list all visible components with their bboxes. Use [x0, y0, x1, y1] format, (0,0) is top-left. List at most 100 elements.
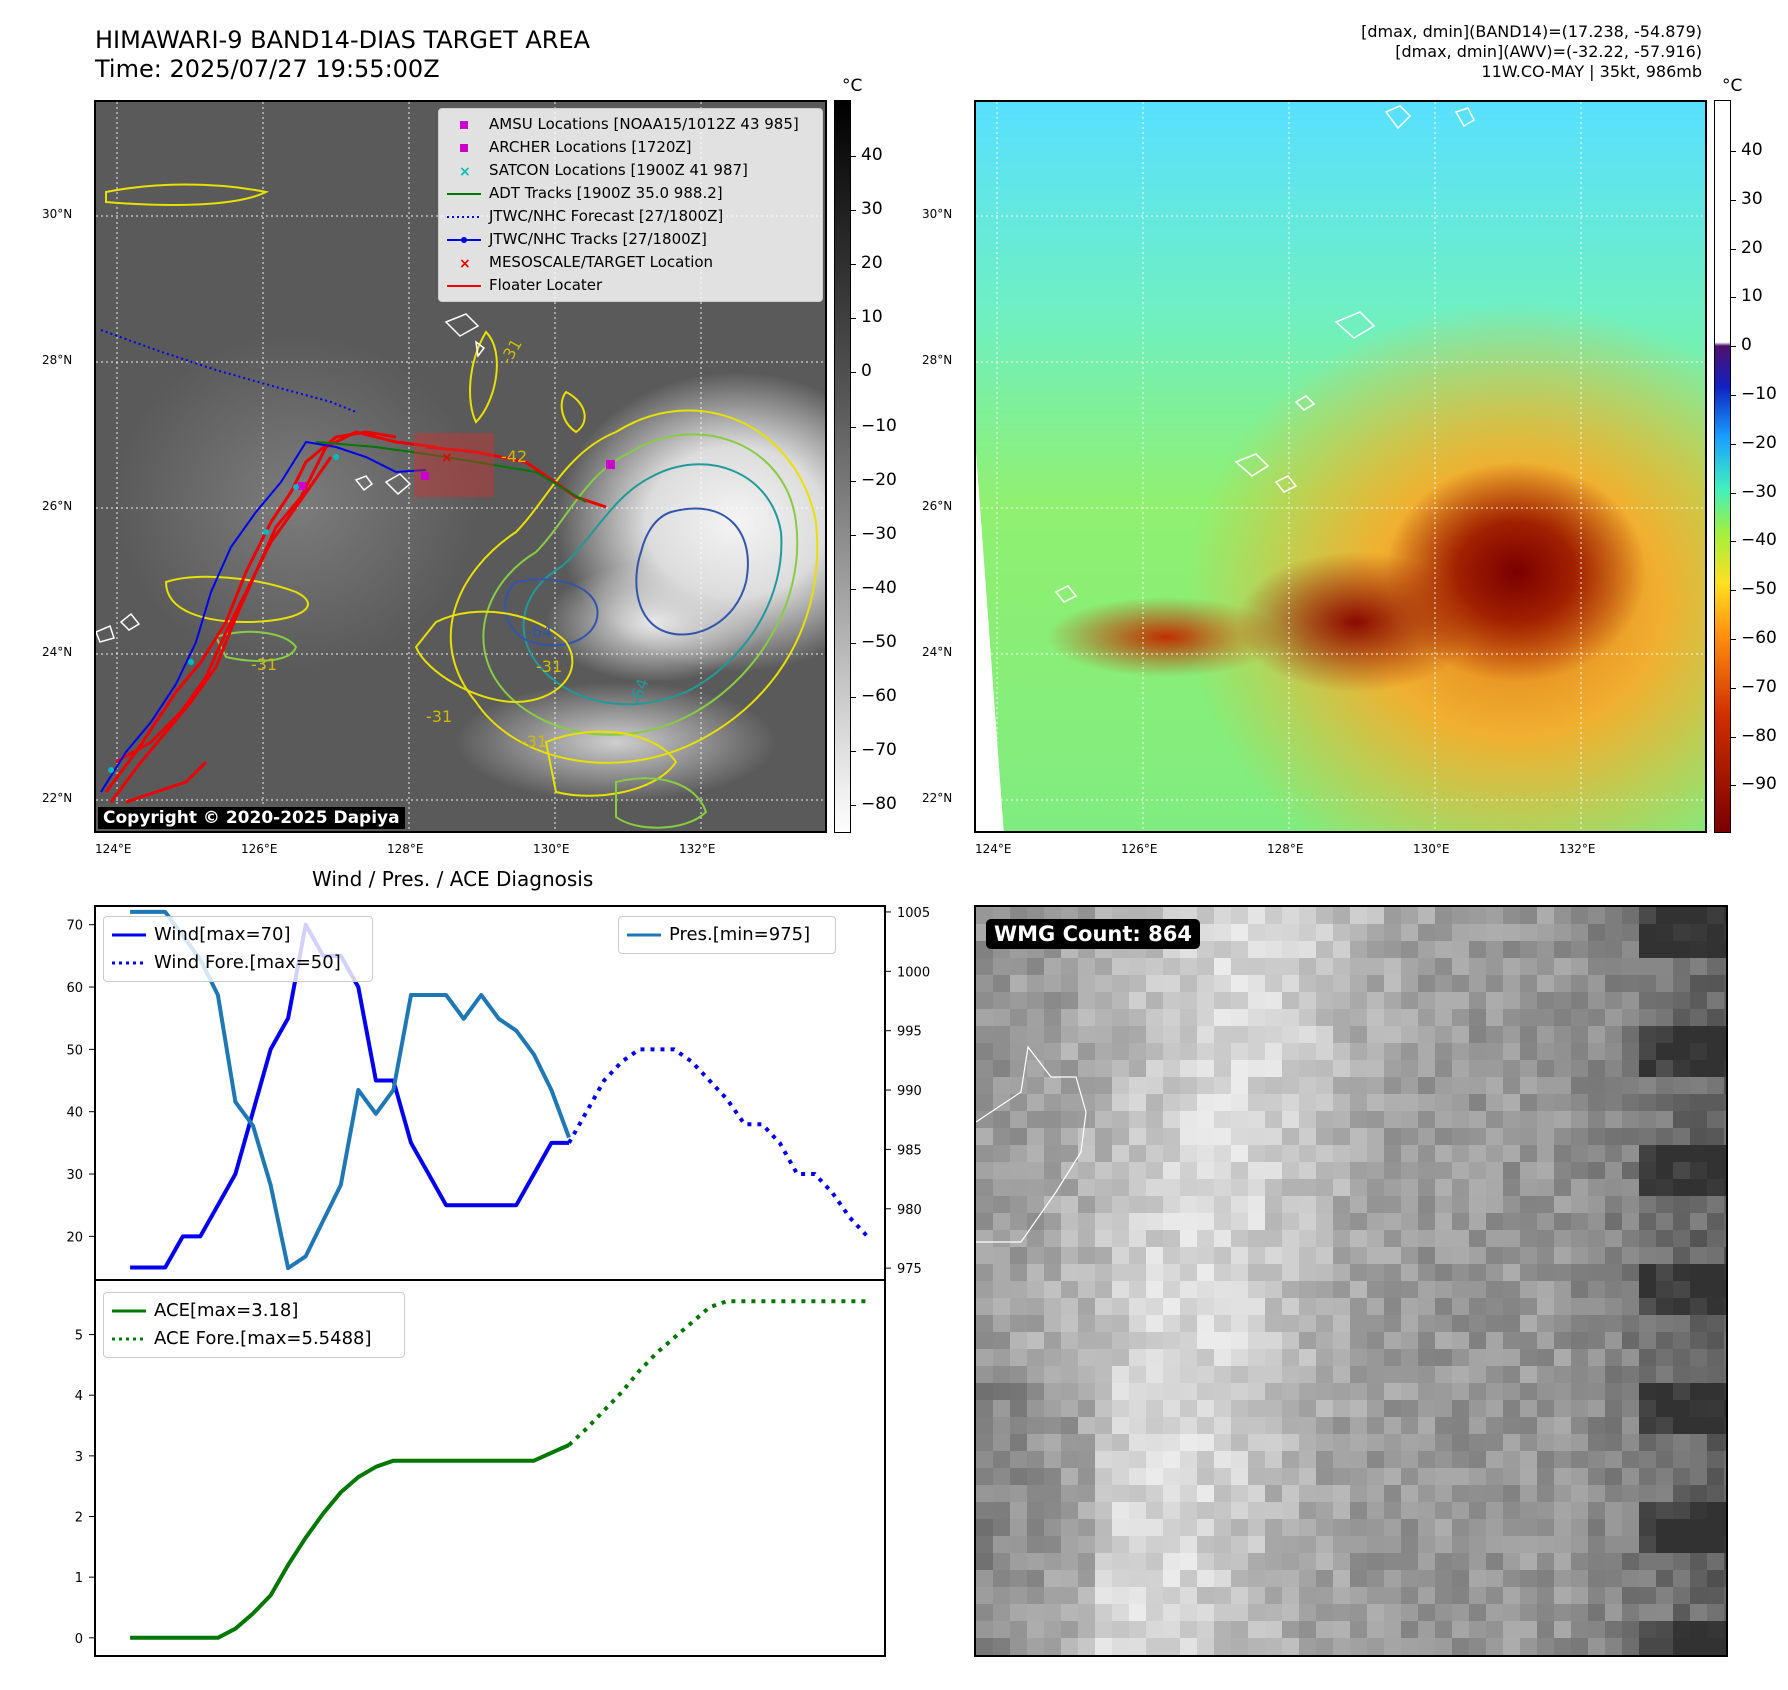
wmg-pixel — [1197, 1111, 1214, 1128]
stats-line2: [dmax, dmin](AWV)=(-32.22, -57.916) — [1395, 42, 1702, 61]
wmg-pixel — [1571, 1060, 1588, 1077]
wmg-pixel — [1265, 1162, 1282, 1179]
wmg-pixel — [1588, 1502, 1605, 1519]
wmg-pixel — [1520, 958, 1537, 975]
wmg-pixel — [1622, 958, 1639, 975]
wmg-pixel — [1690, 1145, 1707, 1162]
wmg-pixel — [1010, 1026, 1027, 1043]
wmg-pixel — [1180, 975, 1197, 992]
wmg-pixel — [976, 1332, 993, 1349]
wmg-pixel — [1010, 1366, 1027, 1383]
wmg-pixel — [1452, 1264, 1469, 1281]
wmg-pixel — [1214, 975, 1231, 992]
wmg-pixel — [1146, 1213, 1163, 1230]
wmg-pixel — [1452, 1366, 1469, 1383]
wmg-pixel — [1588, 1298, 1605, 1315]
wmg-pixel — [1265, 1332, 1282, 1349]
wmg-pixel — [1384, 1315, 1401, 1332]
wmg-pixel — [1605, 1417, 1622, 1434]
wmg-pixel — [1452, 958, 1469, 975]
wmg-pixel — [1061, 1009, 1078, 1026]
wmg-pixel — [1452, 924, 1469, 941]
wmg-pixel — [1605, 1315, 1622, 1332]
wmg-pixel — [1163, 1077, 1180, 1094]
wmg-pixel — [1384, 1111, 1401, 1128]
wmg-pixel — [1214, 1196, 1231, 1213]
wmg-pixel — [1231, 941, 1248, 958]
wmg-pixel — [1486, 1094, 1503, 1111]
wmg-pixel — [1656, 1179, 1673, 1196]
wmg-pixel — [1044, 1196, 1061, 1213]
wmg-pixel — [1350, 1468, 1367, 1485]
wmg-pixel — [1486, 1417, 1503, 1434]
wmg-pixel — [976, 1196, 993, 1213]
wmg-pixel — [1367, 1230, 1384, 1247]
wmg-pixel — [1401, 1247, 1418, 1264]
cbar-tick-mark — [1731, 248, 1736, 250]
wmg-pixel — [1027, 1315, 1044, 1332]
wmg-pixel — [1673, 1026, 1690, 1043]
wmg-pixel — [1095, 1502, 1112, 1519]
wmg-pixel — [1248, 1264, 1265, 1281]
wmg-pixel — [1231, 1366, 1248, 1383]
wmg-pixel — [1010, 1094, 1027, 1111]
wmg-pixel — [1690, 1400, 1707, 1417]
wmg-pixel — [1163, 1196, 1180, 1213]
wmg-pixel — [1299, 1009, 1316, 1026]
wmg-pixel — [1044, 1111, 1061, 1128]
wmg-pixel — [1146, 1502, 1163, 1519]
wmg-pixel — [1435, 975, 1452, 992]
wmg-pixel — [1333, 1468, 1350, 1485]
wmg-pixel — [1214, 992, 1231, 1009]
wmg-pixel — [1078, 1349, 1095, 1366]
wmg-pixel — [1435, 1247, 1452, 1264]
wmg-pixel — [1707, 1332, 1724, 1349]
wmg-pixel — [1350, 1026, 1367, 1043]
wmg-pixel — [1316, 992, 1333, 1009]
wmg-pixel — [1265, 1043, 1282, 1060]
wmg-pixel — [1044, 1366, 1061, 1383]
wmg-pixel — [1282, 1009, 1299, 1026]
wmg-pixel — [1095, 1145, 1112, 1162]
wmg-pixel — [1639, 992, 1656, 1009]
wmg-pixel — [1010, 1213, 1027, 1230]
wmg-pixel — [1622, 1485, 1639, 1502]
wmg-pixel — [993, 1247, 1010, 1264]
wmg-pixel — [1163, 1451, 1180, 1468]
wmg-pixel — [1724, 992, 1726, 1009]
wmg-pixel — [1554, 1128, 1571, 1145]
wmg-pixel — [1333, 1060, 1350, 1077]
wmg-pixel — [1231, 1179, 1248, 1196]
wmg-pixel — [1435, 1043, 1452, 1060]
cbar-tick-mark — [851, 642, 856, 644]
wmg-pixel — [1027, 1349, 1044, 1366]
wmg-pixel — [1010, 1145, 1027, 1162]
wmg-pixel — [1248, 992, 1265, 1009]
wmg-pixel — [1605, 975, 1622, 992]
wmg-pixel — [1452, 1094, 1469, 1111]
wmg-pixel — [1282, 1111, 1299, 1128]
wmg-pixel — [1673, 1451, 1690, 1468]
wmg-pixel — [1350, 1349, 1367, 1366]
legend-label: ADT Tracks [1900Z 35.0 988.2] — [489, 184, 723, 202]
wmg-pixel — [993, 1383, 1010, 1400]
wmg-pixel — [1316, 1502, 1333, 1519]
wmg-pixel — [1248, 1009, 1265, 1026]
wmg-pixel — [1316, 1332, 1333, 1349]
legend-label: JTWC/NHC Forecast [27/1800Z] — [489, 207, 724, 225]
wmg-pixel — [1401, 1043, 1418, 1060]
cbar-tick-mark — [1731, 687, 1736, 689]
wmg-pixel — [1401, 1315, 1418, 1332]
wmg-pixel — [1418, 1332, 1435, 1349]
wmg-pixel — [1605, 1179, 1622, 1196]
wmg-pixel — [1503, 1451, 1520, 1468]
wmg-pixel — [1537, 1077, 1554, 1094]
wmg-pixel — [1384, 1162, 1401, 1179]
wmg-pixel — [1282, 1298, 1299, 1315]
wmg-pixel — [1010, 1451, 1027, 1468]
wmg-pixel — [1503, 1145, 1520, 1162]
wmg-pixel — [1129, 992, 1146, 1009]
wmg-pixel — [1384, 1026, 1401, 1043]
figure-title: HIMAWARI-9 BAND14-DIAS TARGET AREA Time:… — [95, 26, 590, 84]
wmg-pixel — [1265, 1009, 1282, 1026]
